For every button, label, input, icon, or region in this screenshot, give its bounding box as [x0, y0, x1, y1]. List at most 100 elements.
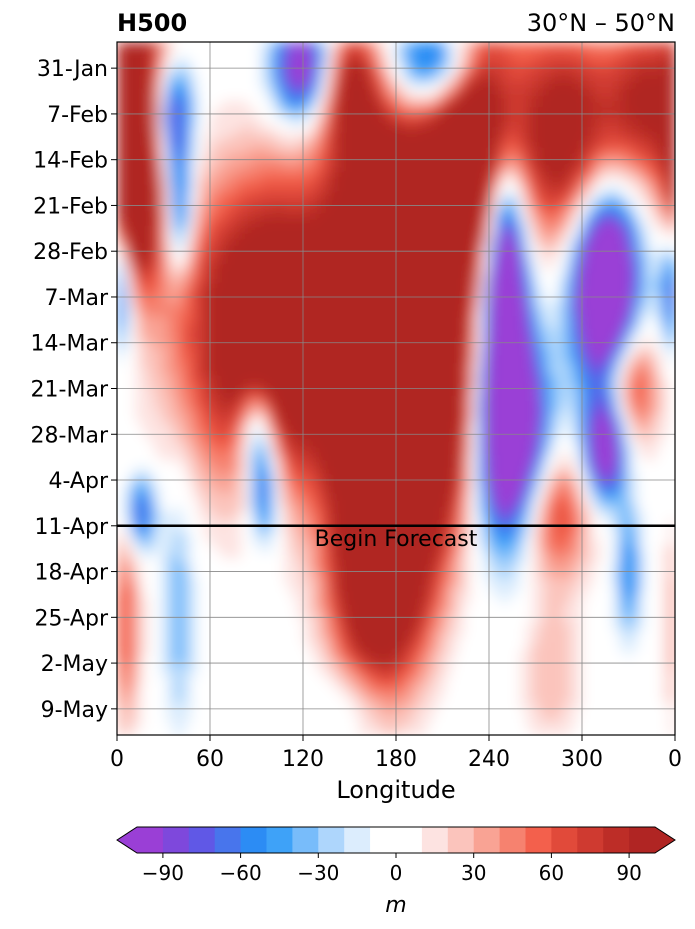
field-cell — [135, 225, 143, 233]
field-cell — [228, 107, 236, 115]
field-cell — [303, 225, 311, 233]
field-cell — [563, 166, 571, 174]
field-cell — [613, 251, 621, 259]
field-cell — [129, 211, 137, 220]
field-cell — [135, 329, 143, 338]
field-cell — [284, 61, 292, 70]
field-cell — [259, 185, 267, 194]
field-cell — [606, 225, 614, 233]
field-cell — [210, 349, 218, 357]
field-cell — [259, 218, 267, 226]
field-cell — [197, 270, 205, 279]
field-cell — [148, 375, 156, 383]
field-cell — [414, 375, 422, 383]
field-cell — [563, 238, 571, 246]
field-cell — [637, 192, 645, 200]
field-cell — [414, 211, 422, 220]
field-cell — [389, 140, 397, 148]
field-cell — [445, 120, 453, 128]
field-cell — [228, 166, 236, 174]
field-cell — [309, 185, 317, 194]
field-cell — [303, 368, 311, 377]
field-cell — [507, 225, 515, 233]
field-cell — [185, 140, 193, 148]
field-cell — [544, 81, 552, 89]
field-cell — [191, 329, 199, 338]
field-cell — [148, 113, 156, 122]
field-cell — [495, 42, 503, 50]
field-cell — [389, 355, 397, 364]
field-cell — [284, 205, 292, 213]
field-cell — [315, 107, 323, 115]
field-cell — [420, 81, 428, 89]
field-cell — [185, 107, 193, 115]
field-cell — [377, 100, 385, 109]
field-cell — [321, 381, 329, 390]
field-cell — [644, 368, 652, 377]
field-cell — [272, 179, 280, 187]
field-cell — [637, 159, 645, 168]
field-cell — [135, 107, 143, 115]
field-cell — [507, 192, 515, 200]
field-cell — [278, 401, 286, 410]
field-cell — [327, 401, 335, 410]
field-cell — [563, 94, 571, 102]
field-cell — [383, 211, 391, 220]
field-cell — [278, 74, 286, 83]
field-cell — [451, 251, 459, 259]
field-cell — [371, 303, 379, 311]
field-cell — [179, 205, 187, 213]
field-cell — [172, 225, 180, 233]
field-cell — [172, 81, 180, 89]
field-cell — [451, 113, 459, 122]
field-cell — [650, 277, 658, 285]
field-cell — [296, 355, 304, 364]
field-cell — [228, 381, 236, 390]
field-cell — [402, 257, 410, 266]
field-cell — [433, 81, 441, 89]
field-cell — [358, 55, 366, 63]
field-cell — [179, 323, 187, 331]
field-cell — [296, 368, 304, 377]
field-cell — [247, 342, 255, 351]
field-cell — [650, 153, 658, 161]
field-cell — [272, 316, 280, 325]
field-cell — [439, 61, 447, 70]
field-cell — [321, 120, 329, 128]
field-cell — [284, 316, 292, 325]
field-cell — [185, 198, 193, 207]
field-cell — [141, 218, 149, 226]
field-cell — [470, 172, 478, 181]
field-cell — [290, 120, 298, 128]
field-cell — [532, 395, 540, 403]
field-cell — [315, 179, 323, 187]
field-cell — [575, 81, 583, 89]
field-cell — [272, 172, 280, 181]
field-cell — [228, 133, 236, 141]
field-cell — [160, 323, 168, 331]
field-cell — [414, 113, 422, 122]
field-cell — [631, 375, 639, 383]
field-cell — [179, 329, 187, 338]
field-cell — [526, 296, 534, 305]
field-cell — [420, 257, 428, 266]
field-cell — [600, 198, 608, 207]
field-cell — [451, 94, 459, 102]
field-cell — [197, 362, 205, 370]
field-cell — [346, 185, 354, 194]
field-cell — [414, 87, 422, 96]
field-cell — [383, 205, 391, 213]
field-cell — [191, 231, 199, 240]
field-cell — [451, 166, 459, 174]
field-cell — [228, 198, 236, 207]
field-cell — [216, 310, 224, 318]
field-cell — [501, 172, 509, 181]
field-cell — [129, 205, 137, 213]
field-cell — [389, 218, 397, 226]
field-cell — [141, 42, 149, 50]
field-cell — [656, 205, 664, 213]
field-cell — [445, 198, 453, 207]
field-cell — [513, 81, 521, 89]
field-cell — [290, 42, 298, 50]
field-cell — [445, 395, 453, 403]
